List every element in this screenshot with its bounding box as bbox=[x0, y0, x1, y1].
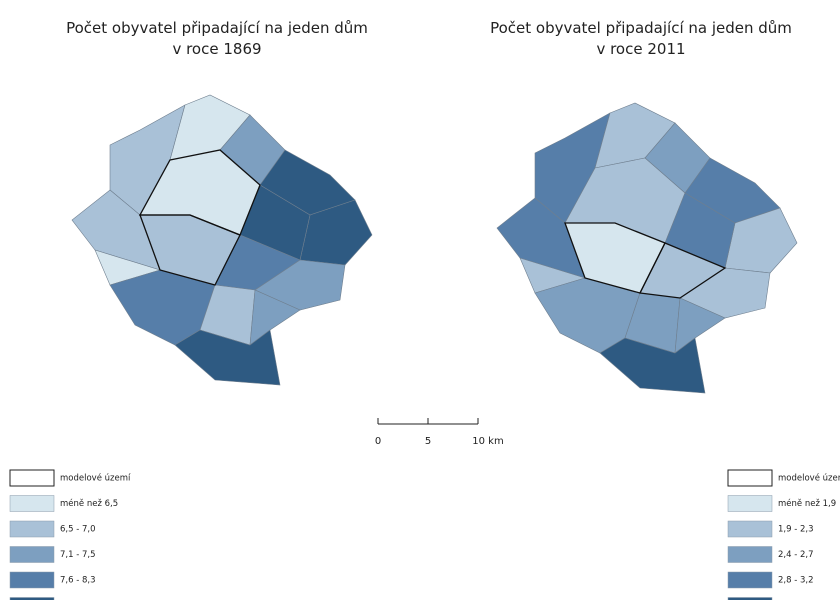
legend-label: 7,1 - 7,5 bbox=[60, 550, 96, 560]
legend-label: modelové území bbox=[778, 473, 840, 484]
legend-swatch bbox=[9, 571, 55, 589]
model-area bbox=[139, 214, 241, 286]
legend-swatch bbox=[727, 571, 773, 589]
legend-swatch bbox=[9, 597, 55, 600]
map-title: v roce 1869 bbox=[172, 40, 261, 58]
legend-swatch bbox=[727, 546, 773, 563]
scale-label: 10 km bbox=[472, 436, 503, 447]
legend-label: 1,9 - 2,3 bbox=[778, 525, 814, 535]
model-area bbox=[639, 242, 727, 299]
scale-label: 5 bbox=[425, 436, 431, 447]
legend-swatch bbox=[9, 546, 55, 563]
legend-label: 2,8 - 3,2 bbox=[778, 576, 814, 586]
region bbox=[174, 329, 281, 386]
map-title: Počet obyvatel připadající na jeden dům bbox=[66, 19, 368, 37]
scale-label: 0 bbox=[375, 436, 381, 447]
legend-swatch bbox=[9, 495, 55, 512]
legend-label: 7,6 - 8,3 bbox=[60, 576, 96, 586]
legend-label: méně než 6,5 bbox=[60, 498, 118, 509]
legend-label: modelové území bbox=[60, 473, 131, 484]
region bbox=[599, 337, 706, 394]
map-title: Počet obyvatel připadající na jeden dům bbox=[490, 19, 792, 37]
legend-swatch bbox=[727, 520, 773, 538]
legend-swatch bbox=[9, 520, 55, 538]
legend-swatch bbox=[727, 597, 773, 600]
map-title: v roce 2011 bbox=[596, 40, 685, 58]
map bbox=[496, 102, 798, 394]
map bbox=[71, 94, 373, 386]
legend-label: méně než 1,9 bbox=[778, 498, 836, 509]
legend-swatch bbox=[727, 469, 773, 487]
legend-label: 6,5 - 7,0 bbox=[60, 525, 96, 535]
legend-swatch bbox=[727, 495, 773, 512]
legend-label: 2,4 - 2,7 bbox=[778, 550, 814, 560]
legend-swatch bbox=[9, 469, 55, 487]
